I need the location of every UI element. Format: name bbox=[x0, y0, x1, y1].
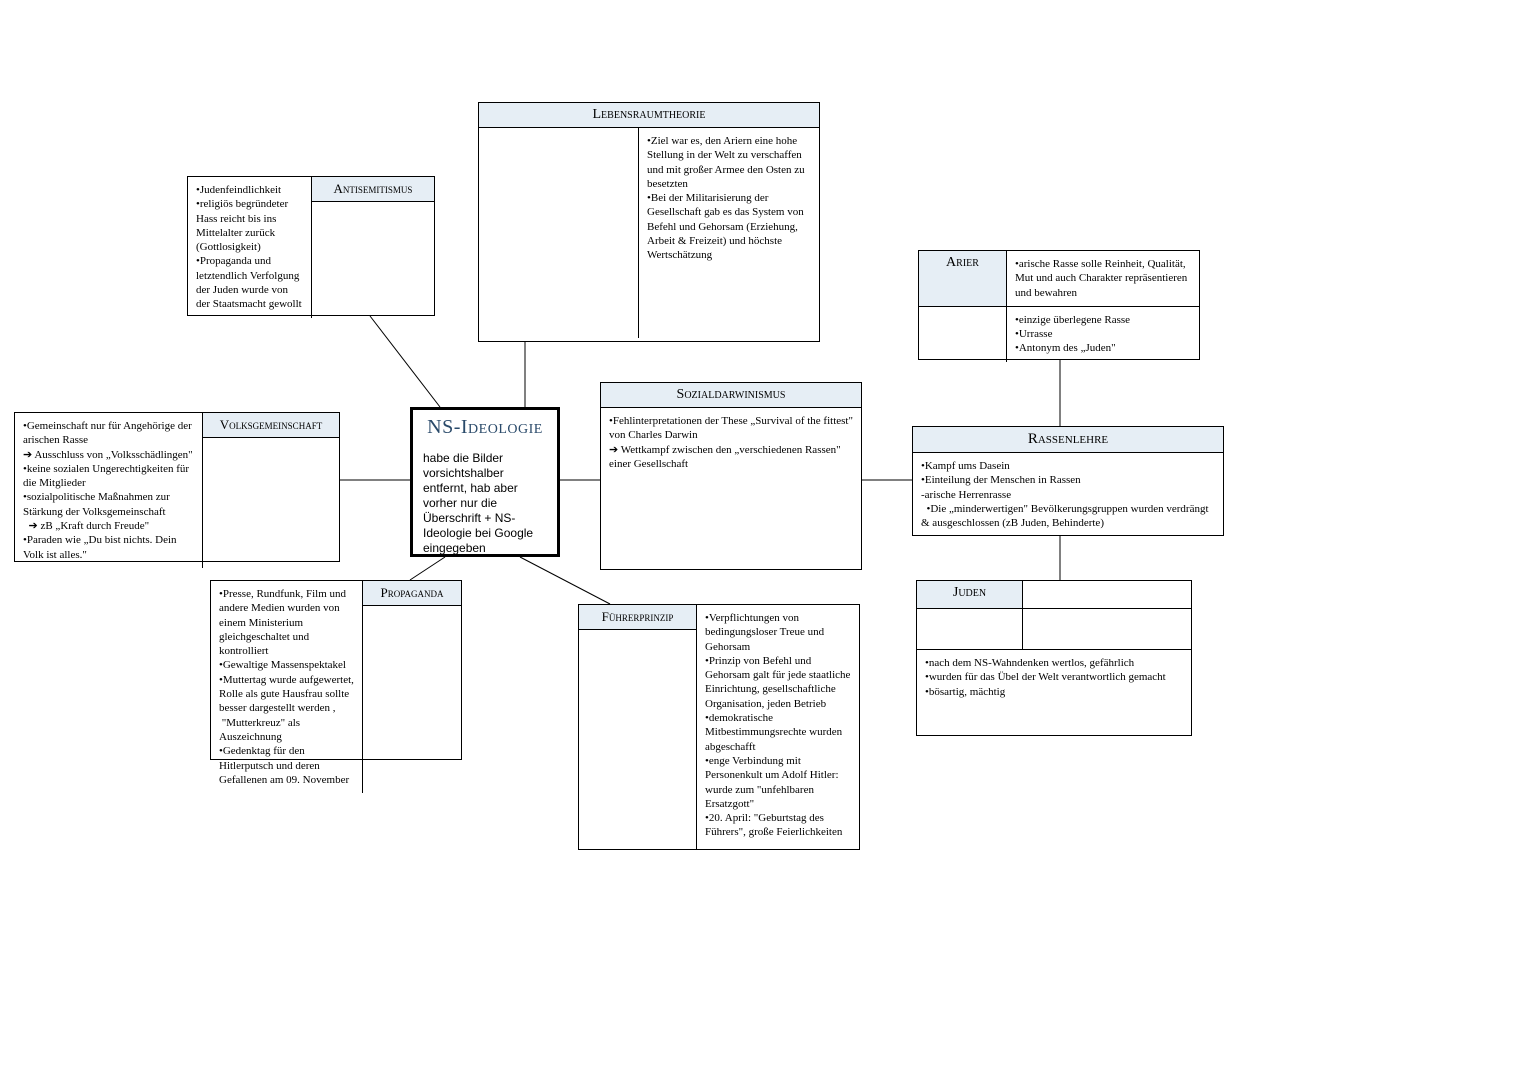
node-body: •Kampf ums Dasein •Einteilung der Mensch… bbox=[913, 453, 1223, 536]
blank-cell bbox=[203, 438, 339, 568]
blank-cell bbox=[1023, 609, 1191, 649]
node-rassenlehre: Rassenlehre •Kampf ums Dasein •Einteilun… bbox=[912, 426, 1224, 536]
edge-center-antisemitismus bbox=[370, 316, 440, 407]
node-title: Lebensraumtheorie bbox=[479, 103, 819, 128]
node-fuehrerprinzip: Führerprinzip •Verpflichtungen von bedin… bbox=[578, 604, 860, 850]
node-body: •Gemeinschaft nur für Angehörige der ari… bbox=[15, 413, 203, 568]
blank-cell bbox=[479, 128, 639, 338]
blank-cell bbox=[1023, 581, 1191, 609]
node-body: •Presse, Rundfunk, Film und andere Medie… bbox=[211, 581, 363, 793]
node-juden: Juden •nach dem NS-Wahndenken wertlos, g… bbox=[916, 580, 1192, 736]
blank-cell bbox=[917, 609, 1023, 649]
blank-cell bbox=[919, 307, 1007, 362]
node-body: •nach dem NS-Wahndenken wertlos, gefährl… bbox=[917, 649, 1191, 735]
node-body-1: •arische Rasse solle Reinheit, Qualität,… bbox=[1007, 251, 1199, 307]
node-body: •Verpflichtungen von bedingungsloser Tre… bbox=[697, 605, 859, 849]
node-sozialdarwinismus: Sozialdarwinismus •Fehlinterpretationen … bbox=[600, 382, 862, 570]
node-body-2: •einzige überlegene Rasse •Urrasse •Anto… bbox=[1007, 307, 1199, 362]
center-title: NS-Ideologie bbox=[413, 410, 557, 445]
center-note: habe die Bilder vorsichtshalber entfernt… bbox=[413, 445, 557, 566]
node-volksgemeinschaft: •Gemeinschaft nur für Angehörige der ari… bbox=[14, 412, 340, 562]
node-lebensraumtheorie: Lebensraumtheorie •Ziel war es, den Arie… bbox=[478, 102, 820, 342]
blank-cell bbox=[579, 630, 696, 849]
node-title: Juden bbox=[917, 581, 1023, 609]
node-body: •Fehlinterpretationen der These „Surviva… bbox=[601, 408, 861, 477]
node-title: Propaganda bbox=[363, 581, 461, 606]
node-antisemitismus: •Judenfeindlichkeit •religiös begründete… bbox=[187, 176, 435, 316]
node-title: Führerprinzip bbox=[579, 605, 696, 630]
blank-cell bbox=[363, 606, 461, 793]
center-node-ns-ideologie: NS-Ideologie habe die Bilder vorsichtsha… bbox=[410, 407, 560, 557]
node-propaganda: •Presse, Rundfunk, Film und andere Medie… bbox=[210, 580, 462, 760]
node-title: Sozialdarwinismus bbox=[601, 383, 861, 408]
node-arier: Arier •arische Rasse solle Reinheit, Qua… bbox=[918, 250, 1200, 360]
blank-cell bbox=[312, 202, 434, 318]
node-title: Arier bbox=[919, 251, 1007, 307]
node-title: Rassenlehre bbox=[913, 427, 1223, 453]
node-title: Antisemitismus bbox=[312, 177, 434, 202]
node-body: •Judenfeindlichkeit •religiös begründete… bbox=[188, 177, 312, 318]
node-body: •Ziel war es, den Ariern eine hohe Stell… bbox=[639, 128, 819, 338]
node-title: Volksgemeinschaft bbox=[203, 413, 339, 438]
mindmap-canvas: NS-Ideologie habe die Bilder vorsichtsha… bbox=[0, 0, 1527, 1080]
